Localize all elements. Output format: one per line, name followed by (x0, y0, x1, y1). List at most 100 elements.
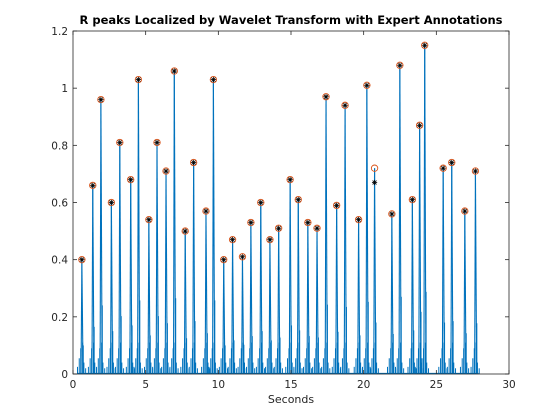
expert-annotation-marker (334, 202, 340, 208)
beat (446, 162, 457, 375)
expert-annotation-marker (371, 179, 378, 186)
signal-r-spike-fall (232, 239, 235, 375)
expert-annotation-marker (287, 177, 293, 183)
asterisk-stroke (258, 200, 264, 205)
asterisk-stroke (473, 168, 478, 174)
beat (414, 125, 424, 375)
beat (394, 65, 405, 375)
wavelet-peak-marker (294, 195, 302, 204)
signal-r-spike-fall (336, 205, 339, 375)
x-tick-label: 10 (212, 379, 225, 391)
beat (331, 205, 341, 375)
x-tick-label: 30 (502, 379, 515, 391)
asterisk-stroke (410, 197, 415, 202)
asterisk-stroke (422, 43, 427, 48)
y-tick-label: 1 (61, 83, 68, 95)
asterisk-stroke (287, 177, 293, 182)
expert-annotation-marker (314, 225, 320, 231)
wavelet-peak-marker (388, 210, 396, 218)
signal-r-spike-fall (316, 228, 319, 375)
signal-r-spike-fall (399, 65, 402, 375)
beat (265, 239, 275, 375)
wavelet-peak-marker (247, 218, 255, 227)
beat (180, 231, 190, 375)
signal-r-spike-fall (474, 171, 478, 375)
signal-r-spike-fall (451, 162, 454, 375)
wavelet-peak-marker (332, 201, 341, 210)
wavelet-peak-marker (97, 95, 105, 104)
wavelet-peak-marker (134, 75, 143, 84)
x-tick-label: 20 (357, 379, 370, 391)
expert-annotation-marker (342, 102, 348, 108)
y-axis-ticks: 0 0.2 0.4 0.6 0.8 1 1.2 (51, 26, 509, 381)
beat (419, 45, 429, 375)
expert-annotation-marker (98, 97, 104, 103)
beat (293, 199, 303, 375)
asterisk-stroke (397, 63, 403, 68)
expert-annotation-marker (462, 208, 468, 214)
signal-r-spike-fall (205, 211, 208, 375)
beat (285, 179, 295, 375)
signal-r-spike-fall (278, 228, 281, 375)
signal-r-spike-fall (223, 259, 226, 375)
signal-r-spike-fall (156, 142, 159, 375)
signal-r-spike-fall (391, 213, 394, 375)
beat (470, 171, 480, 375)
x-tick-label: 0 (70, 379, 77, 391)
expert-annotation-marker (276, 225, 282, 231)
expert-annotation-marker (108, 199, 114, 206)
y-tick-label: 1.2 (51, 26, 68, 38)
asterisk-stroke (372, 180, 377, 185)
expert-annotation-marker (221, 257, 227, 263)
expert-annotation-marker (239, 254, 246, 260)
wavelet-peak-marker (257, 198, 265, 207)
signal-r-spike-fall (119, 142, 122, 375)
signal-r-spike-fall (148, 219, 151, 375)
wavelet-peak-marker (370, 164, 379, 172)
beat (169, 71, 179, 375)
expert-annotation-marker (248, 219, 254, 226)
signal-r-spike-fall (411, 199, 415, 375)
asterisk-stroke (389, 211, 395, 217)
beat (407, 199, 417, 375)
asterisk-stroke (342, 103, 348, 108)
signal-r-spike-fall (344, 105, 347, 375)
asterisk-stroke (203, 208, 209, 214)
expert-annotation-marker (397, 62, 403, 68)
signal-r-spike-fall (269, 239, 272, 375)
wavelet-peak-marker (107, 198, 116, 207)
expert-annotation-marker (182, 228, 188, 234)
beat (152, 142, 162, 375)
signal-r-spike-fall (366, 85, 369, 375)
expert-annotation-marker (389, 211, 395, 217)
signal-r-spike-fall (374, 168, 377, 375)
signal-r-spike-fall (260, 202, 263, 375)
wavelet-peak-marker (209, 75, 218, 84)
signal-r-spike-fall (325, 96, 328, 375)
asterisk-stroke (248, 220, 254, 225)
wavelet-peak-marker (471, 167, 480, 175)
beat (87, 185, 98, 375)
asterisk-stroke (182, 228, 188, 234)
asterisk-stroke (221, 257, 226, 262)
expert-annotation-marker (323, 94, 329, 100)
beat (208, 79, 218, 375)
asterisk-stroke (356, 217, 361, 222)
wavelet-peak-marker (408, 195, 417, 204)
asterisk-stroke (230, 237, 235, 242)
beat (133, 79, 143, 375)
signal-r-spike-fall (184, 231, 187, 375)
expert-annotation-marker (305, 219, 311, 226)
wavelet-peak-marker (170, 67, 178, 75)
wavelet-peak-marker (220, 256, 228, 264)
asterisk-stroke (154, 140, 160, 145)
signal-r-spike-fall (241, 256, 245, 375)
expert-annotation-marker (229, 237, 236, 243)
beat (96, 99, 106, 375)
wavelet-peak-marker (228, 236, 237, 244)
signal-r-spike-fall (100, 99, 103, 375)
expert-annotation-marker (422, 42, 428, 48)
wavelet-peak-marker (127, 175, 135, 184)
wavelet-peak-marker (162, 167, 170, 175)
expert-annotation-marker (440, 165, 446, 171)
